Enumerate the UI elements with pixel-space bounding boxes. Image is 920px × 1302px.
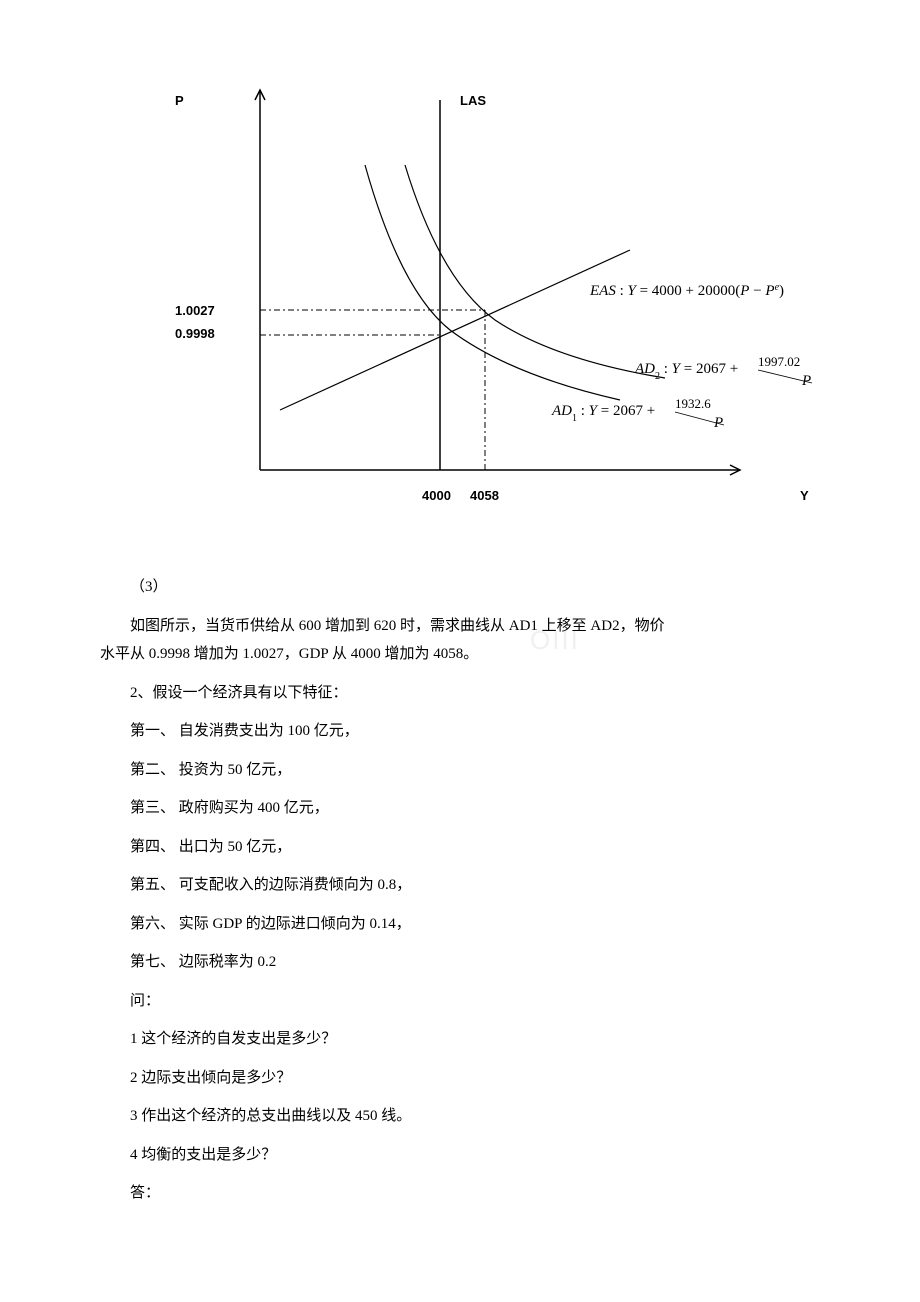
xtick-4058: 4058 xyxy=(470,488,499,503)
list-item-4: 第四、 出口为 50 亿元， xyxy=(100,830,820,865)
paragraph-description-line2: 水平从 0.9998 增加为 1.0027，GDP 从 4000 增加为 405… xyxy=(100,637,820,672)
para1-text: 如图所示，当货币供给从 600 增加到 620 时，需求曲线从 AD1 上移至 … xyxy=(130,618,665,634)
question-2: 2、假设一个经济具有以下特征： xyxy=(100,676,820,711)
list-item-7: 第七、 边际税率为 0.2 xyxy=(100,945,820,980)
text-content: （3） 如图所示，当货币供给从 600 增加到 620 时，需求曲线从 AD1 … xyxy=(100,570,820,1215)
ad2-curve xyxy=(405,165,665,378)
las-label: LAS xyxy=(460,93,486,108)
as-ad-chart: P LAS Y 1.0027 0.9998 4000 4058 EAS : Y … xyxy=(110,70,830,510)
sub-q3: 3 作出这个经济的总支出曲线以及 450 线。 xyxy=(100,1099,820,1134)
sub-q4: 4 均衡的支出是多少？ xyxy=(100,1138,820,1173)
list-item-2: 第二、 投资为 50 亿元， xyxy=(100,753,820,788)
ask-label: 问： xyxy=(100,984,820,1019)
ad2-numerator: 1997.02 xyxy=(758,354,800,369)
list-item-5: 第五、 可支配收入的边际消费倾向为 0.8， xyxy=(100,868,820,903)
ad1-denom: P xyxy=(713,415,723,431)
chart-svg: P LAS Y 1.0027 0.9998 4000 4058 EAS : Y … xyxy=(110,70,830,510)
y-axis-label: P xyxy=(175,93,184,108)
answer-label: 答： xyxy=(100,1176,820,1211)
ytick-0.9998: 0.9998 xyxy=(175,326,215,341)
ad2-curve-label: AD2 : Y = 2067 + xyxy=(634,361,738,382)
ad1-curve xyxy=(365,165,620,400)
list-item-3: 第三、 政府购买为 400 亿元， xyxy=(100,791,820,826)
sub-q1: 1 这个经济的自发支出是多少？ xyxy=(100,1022,820,1057)
ad1-curve-label: AD1 : Y = 2067 + xyxy=(551,403,655,424)
eas-line xyxy=(280,250,630,410)
sub-q2: 2 边际支出倾向是多少？ xyxy=(100,1061,820,1096)
list-item-6: 第六、 实际 GDP 的边际进口倾向为 0.14， xyxy=(100,907,820,942)
ytick-1.0027: 1.0027 xyxy=(175,303,215,318)
ad1-numerator: 1932.6 xyxy=(675,396,711,411)
xtick-4000: 4000 xyxy=(422,488,451,503)
x-axis-label: Y xyxy=(800,488,809,503)
section-number: （3） xyxy=(100,570,820,605)
eas-curve-label: EAS : Y = 4000 + 20000(P − Pe) xyxy=(589,282,784,300)
list-item-1: 第一、 自发消费支出为 100 亿元， xyxy=(100,714,820,749)
ad2-denom: P xyxy=(801,373,811,389)
